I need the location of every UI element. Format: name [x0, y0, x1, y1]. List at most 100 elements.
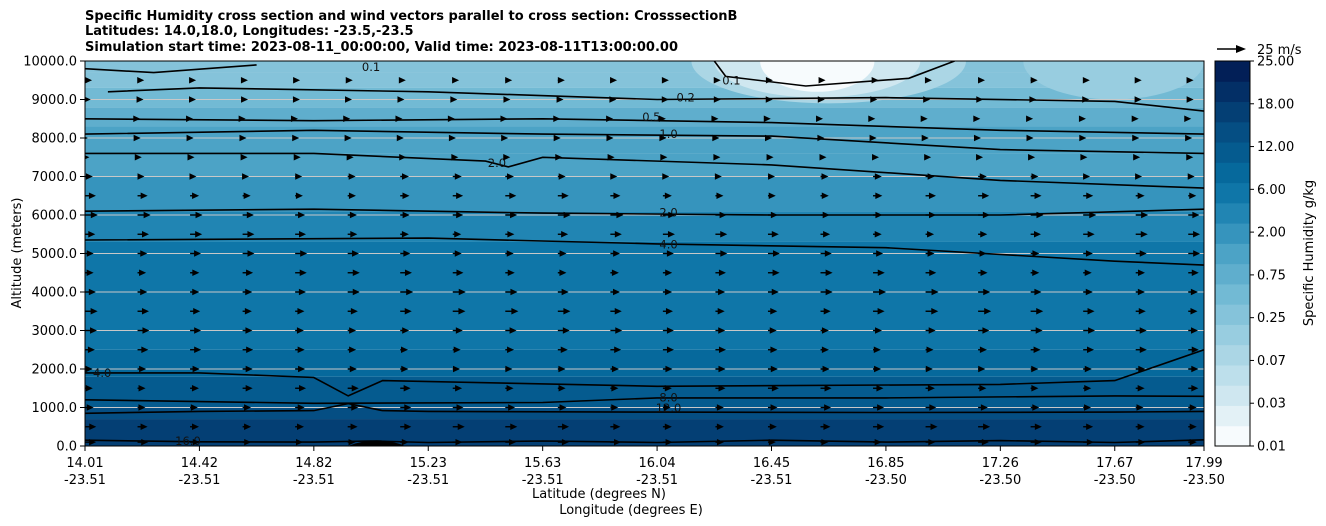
wind-vector [1188, 327, 1199, 334]
wind-vector [347, 365, 357, 373]
contour-line-8.0 [85, 395, 1204, 405]
wind-vector [400, 438, 409, 446]
wind-vector [978, 346, 987, 353]
wind-vector [293, 77, 301, 84]
wind-vector [873, 173, 882, 180]
contour-line-0.5 [85, 117, 1204, 135]
wind-vector [661, 96, 669, 103]
wind-vector [190, 365, 200, 373]
wind-vector [870, 96, 878, 103]
wind-vector [662, 211, 676, 219]
wind-vector [817, 134, 825, 142]
wind-vector [610, 231, 622, 238]
wind-vector [610, 438, 622, 446]
wind-vector [347, 250, 360, 257]
wind-vector [505, 77, 513, 84]
contour-line-0.1 [85, 64, 257, 74]
wind-vector [1030, 423, 1042, 430]
wind-vector [242, 404, 252, 411]
colorbar-segment [1215, 162, 1250, 184]
wind-vector [1186, 96, 1194, 103]
wind-vector [873, 365, 882, 373]
colorbar-tick-label: 25.00 [1257, 55, 1294, 70]
wind-vector [1135, 192, 1145, 199]
wind-vector [1083, 211, 1097, 219]
wind-vector [873, 211, 883, 219]
terrain [348, 440, 406, 446]
wind-vector [447, 115, 455, 122]
wind-vector [662, 288, 673, 296]
wind-vector [925, 404, 937, 411]
wind-vector [505, 211, 518, 219]
wind-vector [923, 96, 931, 103]
wind-vector [505, 173, 514, 180]
wind-vector [662, 173, 670, 180]
wind-vector [820, 211, 830, 219]
wind-vector [295, 438, 303, 446]
wind-vector [347, 173, 356, 180]
wind-vector [137, 288, 148, 296]
wind-vector [978, 288, 991, 296]
wind-vector [347, 231, 358, 238]
wind-vector [767, 346, 778, 353]
wind-vector [295, 365, 306, 373]
wind-vector [396, 134, 404, 142]
wind-vector [242, 365, 253, 373]
wind-vector [85, 423, 97, 430]
wind-vector [557, 346, 568, 353]
wind-vector [978, 269, 988, 276]
wind-vector [295, 250, 308, 257]
colorbar-tick-label: 0.07 [1257, 354, 1286, 369]
wind-vector [400, 365, 409, 373]
x-tick-label-latitude: 14.82 [295, 456, 332, 471]
wind-vector [557, 77, 565, 84]
chart-title-line-3: Simulation start time: 2023-08-11_00:00:… [85, 40, 678, 55]
wind-vector [978, 404, 988, 411]
wind-vector [400, 211, 410, 219]
wind-vector [452, 385, 463, 392]
wind-vector [1083, 192, 1094, 199]
wind-vector [662, 250, 674, 257]
wind-vector [295, 192, 303, 199]
wind-vector [557, 423, 570, 430]
wind-vector [1026, 115, 1034, 122]
wind-vector [452, 404, 464, 411]
wind-vector [820, 365, 830, 373]
wind-vector [242, 250, 255, 257]
wind-vector [452, 308, 466, 315]
wind-vector [715, 438, 724, 446]
wind-vector [1131, 115, 1139, 122]
wind-vector [713, 154, 721, 161]
contour-line-16.0 [85, 439, 1204, 444]
y-tick-label: 8000.0 [32, 132, 78, 147]
wind-vector [767, 423, 777, 430]
wind-vector [924, 77, 932, 84]
wind-vector [505, 423, 518, 430]
wind-vector [1030, 365, 1039, 373]
wind-vector [242, 269, 254, 276]
wind-vector [820, 288, 833, 296]
wind-vector [820, 404, 832, 411]
quiver-key-label: 25 m/s [1257, 43, 1302, 58]
colorbar-segment [1215, 81, 1250, 103]
wind-vector [1029, 96, 1037, 103]
y-tick-label: 4000.0 [32, 286, 78, 301]
wind-vector [448, 134, 456, 142]
wind-vector [501, 134, 509, 142]
wind-vector [347, 438, 356, 446]
wind-vector [1135, 231, 1148, 238]
wind-vector [1135, 269, 1146, 276]
wind-vector [873, 346, 881, 353]
wind-vector [1188, 365, 1199, 373]
wind-vector [85, 404, 94, 411]
humidity-band [85, 153, 1204, 177]
wind-vector [767, 269, 780, 276]
wind-vector [553, 134, 561, 142]
wind-vector [1083, 423, 1094, 430]
wind-vector [190, 231, 203, 238]
wind-vector [978, 173, 987, 180]
wind-vector [1188, 288, 1198, 296]
wind-vector [715, 269, 726, 276]
contour-label-4.0: 4.0 [93, 366, 111, 380]
contour-label-0.1: 0.1 [722, 73, 740, 87]
